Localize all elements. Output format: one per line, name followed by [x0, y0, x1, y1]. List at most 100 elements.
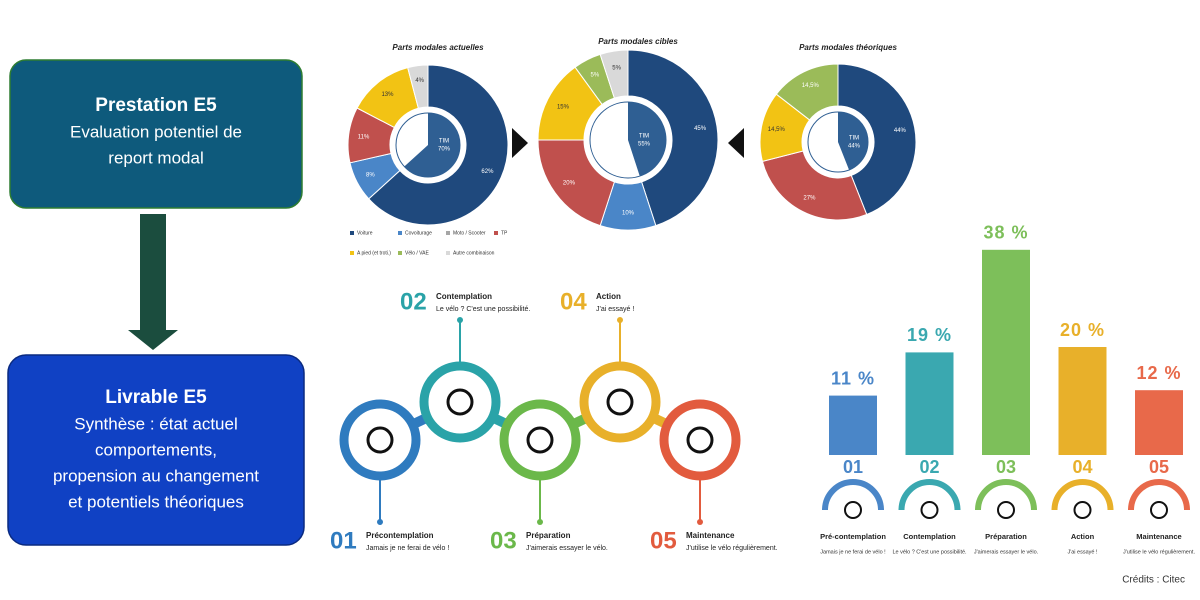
- center-label: TIM: [439, 139, 449, 145]
- stage-ring: [659, 399, 741, 481]
- slice-label: 45%: [694, 126, 707, 132]
- slice-label: 14,5%: [802, 83, 820, 89]
- center-value: 55%: [638, 142, 651, 148]
- stage-dot: [457, 317, 463, 323]
- stage-icon: [920, 501, 939, 519]
- slice-label: 62%: [481, 169, 494, 175]
- box-line: report modal: [108, 148, 203, 167]
- donut-slice: [599, 49, 629, 99]
- slice-label: 8%: [366, 173, 375, 179]
- stage-arc: [898, 479, 961, 511]
- stage-dot: [697, 519, 703, 525]
- stage-number: 03: [996, 457, 1016, 477]
- donut-ring: [807, 111, 869, 173]
- stage-dot: [537, 519, 543, 525]
- stage-number: 01: [843, 457, 863, 477]
- slice-label: 27%: [803, 196, 816, 202]
- tim-wedge: [404, 113, 460, 178]
- stage-name: Action: [1071, 532, 1095, 541]
- slice-label: 5%: [612, 65, 621, 71]
- donut-slice: [837, 63, 917, 216]
- stage-icon: [844, 501, 862, 519]
- box-livrable: [7, 354, 305, 546]
- stage-title: Maintenance: [686, 531, 735, 540]
- stage-quote: Le vélo ? C'est une possibilité.: [436, 306, 530, 313]
- legend-label: TP: [501, 230, 508, 236]
- stage-icon: [366, 426, 394, 454]
- stage-icon: [526, 426, 554, 454]
- stage-quote: J'utilise le vélo régulièrement.: [1123, 549, 1195, 555]
- stage-name: Contemplation: [903, 532, 956, 541]
- arrow-shaft: [140, 214, 166, 332]
- legend-label: Vélo / VAE: [405, 250, 429, 256]
- legend-swatch: [398, 231, 402, 235]
- legend-swatch: [446, 251, 450, 255]
- stage-quote: Jamais je ne ferai de vélo !: [820, 549, 886, 555]
- box-line: comportements,: [95, 440, 217, 459]
- arrow-right: [512, 128, 528, 158]
- bar: [829, 395, 877, 455]
- stage-title: Préparation: [526, 531, 571, 540]
- donut-slice: [368, 64, 509, 226]
- box-line: Evaluation potentiel de: [70, 122, 242, 141]
- slice-label: 4%: [415, 78, 424, 84]
- center-value: 70%: [438, 147, 451, 153]
- tim-wedge: [838, 112, 868, 170]
- stage-quote: J'aimerais essayer le vélo.: [974, 549, 1039, 555]
- stage-name: Maintenance: [1136, 532, 1181, 541]
- arrow-left: [728, 128, 744, 158]
- center-value: 44%: [848, 144, 861, 150]
- legend-swatch: [350, 231, 354, 235]
- stage-quote: J'ai essayé !: [1067, 549, 1098, 555]
- donut-slice: [775, 63, 839, 121]
- stage-ring: [419, 361, 501, 443]
- donut-slice: [627, 49, 719, 227]
- bar: [905, 352, 954, 455]
- stage-icon: [1073, 501, 1092, 519]
- stage-quote: J'utilise le vélo régulièrement.: [686, 545, 778, 552]
- stage-quote: J'ai essayé !: [596, 306, 634, 313]
- center-label: TIM: [639, 134, 649, 140]
- stage-number: 01: [330, 527, 357, 554]
- stage-ring: [339, 399, 421, 481]
- credits: Crédits : Citec: [1122, 575, 1185, 586]
- stage-arc: [822, 479, 884, 511]
- bar: [982, 249, 1030, 455]
- stage-number: 04: [560, 288, 587, 315]
- donut-ring: [589, 101, 667, 179]
- bar: [1058, 347, 1107, 455]
- stage-icon: [446, 388, 474, 416]
- donut-slice: [761, 150, 868, 221]
- bar: [1135, 390, 1183, 455]
- box-title: Prestation E5: [95, 95, 217, 116]
- bar-value-label: 38 %: [983, 223, 1028, 243]
- donut-title: Parts modales cibles: [598, 37, 678, 46]
- donut-title: Parts modales actuelles: [392, 43, 484, 52]
- stage-arc: [1051, 479, 1114, 511]
- stage-ring: [499, 399, 581, 481]
- box-line: Synthèse : état actuel: [74, 414, 238, 433]
- slice-label: 11%: [358, 134, 370, 140]
- stage-icon: [997, 501, 1015, 519]
- box-title: Livrable E5: [105, 387, 207, 408]
- stage-number: 05: [650, 527, 677, 554]
- legend-label: Voiture: [357, 230, 373, 236]
- stage-quote: Jamais je ne ferai de vélo !: [366, 545, 449, 552]
- legend-swatch: [446, 231, 450, 235]
- legend-label: Moto / Scooter: [453, 230, 486, 236]
- box-line: propension au changement: [53, 466, 259, 485]
- slice-label: 20%: [563, 180, 576, 186]
- legend-label: A pied (et troti.): [357, 250, 391, 256]
- legend-swatch: [494, 231, 498, 235]
- stage-arc: [1128, 479, 1190, 511]
- donut-ring: [395, 112, 461, 178]
- donut-title: Parts modales théoriques: [799, 43, 897, 52]
- slice-label: 14,5%: [768, 127, 786, 133]
- box-prestation: [9, 59, 303, 209]
- stage-icon: [1150, 501, 1168, 519]
- slice-label: 15%: [557, 104, 570, 110]
- slice-label: 5%: [591, 73, 600, 79]
- stage-number: 04: [1072, 457, 1092, 477]
- stage-quote: J'aimerais essayer le vélo.: [526, 545, 608, 552]
